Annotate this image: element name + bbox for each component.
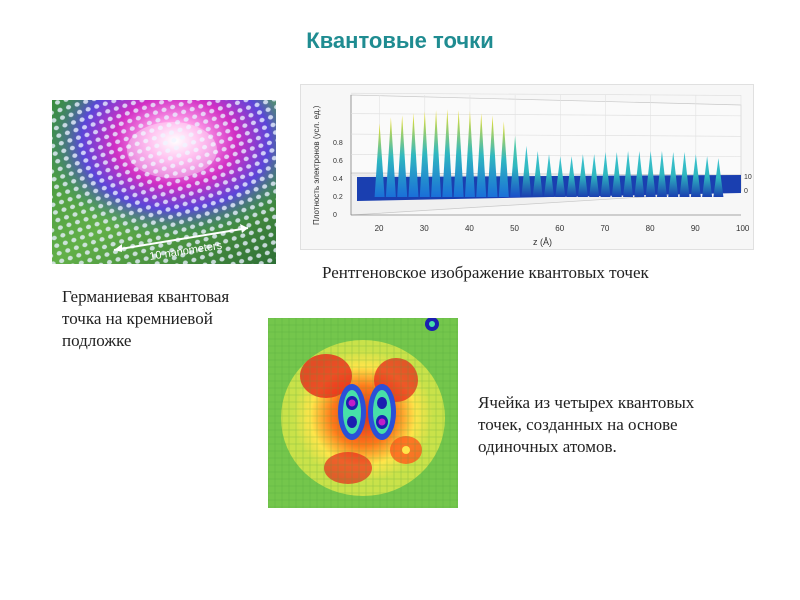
grid-line (350, 113, 742, 117)
density-peak (464, 111, 475, 197)
density-peak (442, 109, 453, 197)
density-peak (577, 154, 588, 197)
x-tick-label: 20 (375, 224, 384, 233)
y-tick-label: 0.2 (333, 194, 343, 201)
x-tick-label: 50 (510, 224, 519, 233)
density-peak (645, 151, 656, 197)
density-peak (611, 152, 622, 197)
density-peak (510, 135, 521, 197)
grid-line (350, 92, 742, 96)
density-peak (374, 123, 385, 197)
xray-chart-image: 20 30 40 50 60 70 80 90 100 0 0.2 0.4 0.6 0.8 0 10 Пл… (300, 84, 754, 250)
depth-tick-label: 10 (744, 174, 752, 181)
density-peak (385, 117, 396, 197)
depth-tick-label: 0 (744, 188, 748, 195)
y-tick-label: 0.4 (333, 176, 343, 183)
density-peak (713, 158, 724, 197)
x-tick-label: 90 (691, 224, 700, 233)
density-peak (453, 110, 464, 197)
caption-xray: Рентгеновское изображение квантовых точе… (322, 263, 649, 282)
y-tick-label: 0.8 (333, 140, 343, 147)
density-peak (431, 110, 442, 197)
density-peak (544, 154, 554, 197)
density-peak (668, 152, 679, 197)
density-peak (589, 154, 600, 197)
density-peak (419, 111, 430, 197)
density-peak (521, 145, 532, 197)
y-tick-label: 0.6 (333, 158, 343, 165)
y-tick-label: 0 (333, 212, 337, 219)
germanium-dot-image: 10 nanometers (52, 100, 276, 264)
density-peak (679, 152, 690, 197)
x-tick-label: 40 (465, 224, 474, 233)
density-peak (656, 151, 667, 197)
slide-title: Квантовые точки (306, 28, 494, 53)
density-peak (476, 113, 487, 197)
x-tick-label: 100 (736, 224, 750, 233)
density-peak (634, 151, 645, 197)
y-axis-label: Плотность электронов (усл. ед.) (312, 105, 321, 225)
x-tick-label: 30 (420, 224, 429, 233)
four-dot-cell-image (268, 318, 458, 508)
density-peak (702, 156, 713, 197)
density-peak (397, 115, 408, 197)
caption-germanium: Германиевая квантовая точка на кремниево… (62, 287, 230, 350)
quantum-dot-pair-left (338, 384, 366, 440)
grid-line (350, 154, 742, 158)
x-axis-label: z (Å) (533, 237, 552, 247)
density-peak (600, 152, 611, 197)
density-peak (690, 154, 701, 197)
quantum-dot-pair-right (368, 384, 396, 440)
density-peak (623, 151, 634, 197)
grid-line (350, 133, 742, 137)
x-tick-label: 60 (555, 224, 564, 233)
x-tick-label: 80 (646, 224, 655, 233)
density-peak (566, 156, 577, 197)
x-tick-label: 70 (600, 224, 609, 233)
density-peak (408, 113, 419, 197)
density-peak (555, 156, 566, 197)
density-peak (498, 121, 509, 197)
caption-cell: Ячейка из четырех квантовых точек, созда… (478, 393, 695, 456)
density-peak (487, 115, 498, 197)
density-peak (532, 151, 543, 197)
